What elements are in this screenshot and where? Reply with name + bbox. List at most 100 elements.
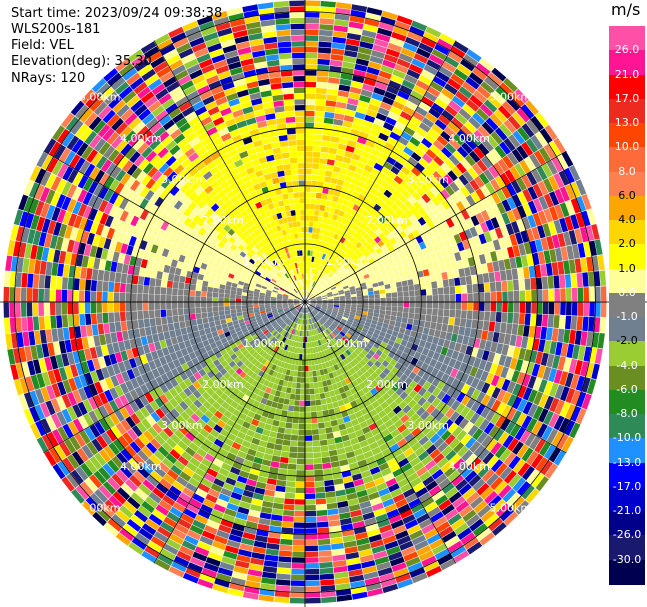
velocity-gate xyxy=(339,347,345,354)
velocity-gate xyxy=(368,308,374,313)
velocity-gate xyxy=(394,198,403,208)
velocity-gate xyxy=(125,302,131,312)
velocity-gate xyxy=(247,302,253,305)
velocity-gate xyxy=(230,298,236,302)
velocity-gate xyxy=(321,404,328,411)
velocity-gate xyxy=(368,291,374,296)
velocity-gate xyxy=(399,84,413,95)
velocity-gate xyxy=(337,143,347,151)
velocity-gate xyxy=(413,244,422,253)
velocity-gate xyxy=(384,284,391,290)
velocity-gate xyxy=(386,207,395,216)
velocity-gate xyxy=(334,261,340,268)
velocity-gate xyxy=(399,509,413,519)
velocity-gate xyxy=(333,308,339,311)
velocity-gate xyxy=(335,281,341,287)
velocity-gate xyxy=(366,191,375,200)
velocity-gate xyxy=(317,278,322,284)
velocity-gate xyxy=(327,319,333,324)
velocity-gate xyxy=(534,264,542,278)
velocity-gate xyxy=(516,108,530,123)
velocity-gate xyxy=(495,415,506,428)
velocity-gate xyxy=(465,194,476,206)
velocity-gate xyxy=(421,425,432,436)
velocity-gate xyxy=(548,302,555,315)
velocity-gate xyxy=(530,313,537,326)
velocity-gate xyxy=(501,186,512,199)
velocity-gate xyxy=(555,247,563,262)
velocity-gate xyxy=(472,67,487,81)
velocity-gate xyxy=(569,422,581,439)
velocity-gate xyxy=(348,328,355,334)
velocity-gate xyxy=(391,383,400,392)
velocity-gate xyxy=(352,333,359,340)
velocity-gate xyxy=(371,427,381,436)
velocity-gate xyxy=(466,284,473,294)
velocity-gate xyxy=(443,286,450,295)
velocity-gate xyxy=(386,328,393,335)
velocity-gate xyxy=(350,253,357,260)
velocity-gate xyxy=(154,309,161,318)
velocity-gate xyxy=(435,71,450,83)
velocity-gate xyxy=(511,207,522,221)
velocity-gate xyxy=(357,161,366,170)
velocity-gate xyxy=(402,514,416,525)
velocity-gate xyxy=(426,59,441,71)
velocity-gate xyxy=(435,192,446,203)
velocity-gate xyxy=(314,210,320,216)
velocity-gate xyxy=(312,157,320,164)
velocity-gate xyxy=(342,199,350,207)
velocity-gate xyxy=(367,103,380,113)
velocity-gate xyxy=(390,180,400,189)
velocity-gate xyxy=(352,264,359,271)
velocity-gate xyxy=(393,254,400,262)
velocity-gate xyxy=(189,296,195,302)
velocity-gate xyxy=(444,365,454,376)
velocity-gate xyxy=(421,295,427,302)
velocity-gate xyxy=(530,135,543,150)
velocity-gate xyxy=(370,232,378,240)
velocity-gate xyxy=(332,166,341,173)
velocity-gate xyxy=(383,122,395,132)
velocity-gate xyxy=(283,504,295,511)
velocity-gate xyxy=(310,298,316,301)
velocity-gate xyxy=(323,248,329,255)
velocity-gate xyxy=(394,362,402,370)
velocity-gate xyxy=(44,315,51,330)
velocity-gate xyxy=(424,238,432,248)
velocity-gate xyxy=(501,280,508,292)
velocity-gate xyxy=(316,405,323,412)
velocity-gate xyxy=(398,252,406,260)
velocity-gate xyxy=(358,381,367,390)
velocity-gate xyxy=(360,89,373,98)
velocity-gate xyxy=(372,332,379,339)
velocity-gate xyxy=(559,274,566,289)
velocity-gate xyxy=(356,251,364,258)
velocity-gate xyxy=(532,377,543,391)
velocity-gate xyxy=(387,170,397,180)
velocity-gate xyxy=(413,508,427,519)
velocity-gate xyxy=(348,134,359,142)
velocity-gate xyxy=(305,238,309,244)
velocity-gate xyxy=(545,463,558,479)
velocity-gate xyxy=(559,186,570,202)
velocity-gate xyxy=(403,296,410,302)
velocity-gate xyxy=(412,277,420,285)
velocity-gate xyxy=(442,279,449,288)
velocity-gate xyxy=(404,218,413,227)
velocity-gate xyxy=(437,309,444,317)
velocity-gate xyxy=(422,371,431,381)
velocity-gate xyxy=(543,144,556,160)
velocity-gate xyxy=(319,439,328,446)
velocity-gate xyxy=(370,346,378,353)
velocity-gate xyxy=(339,367,346,374)
velocity-gate xyxy=(345,306,351,310)
velocity-gate xyxy=(381,203,390,212)
velocity-gate xyxy=(522,373,531,387)
velocity-gate xyxy=(496,202,506,215)
velocity-gate xyxy=(407,472,419,483)
velocity-gate xyxy=(310,192,317,198)
velocity-gate xyxy=(390,414,400,424)
velocity-gate xyxy=(463,170,474,183)
velocity-gate xyxy=(148,302,155,311)
